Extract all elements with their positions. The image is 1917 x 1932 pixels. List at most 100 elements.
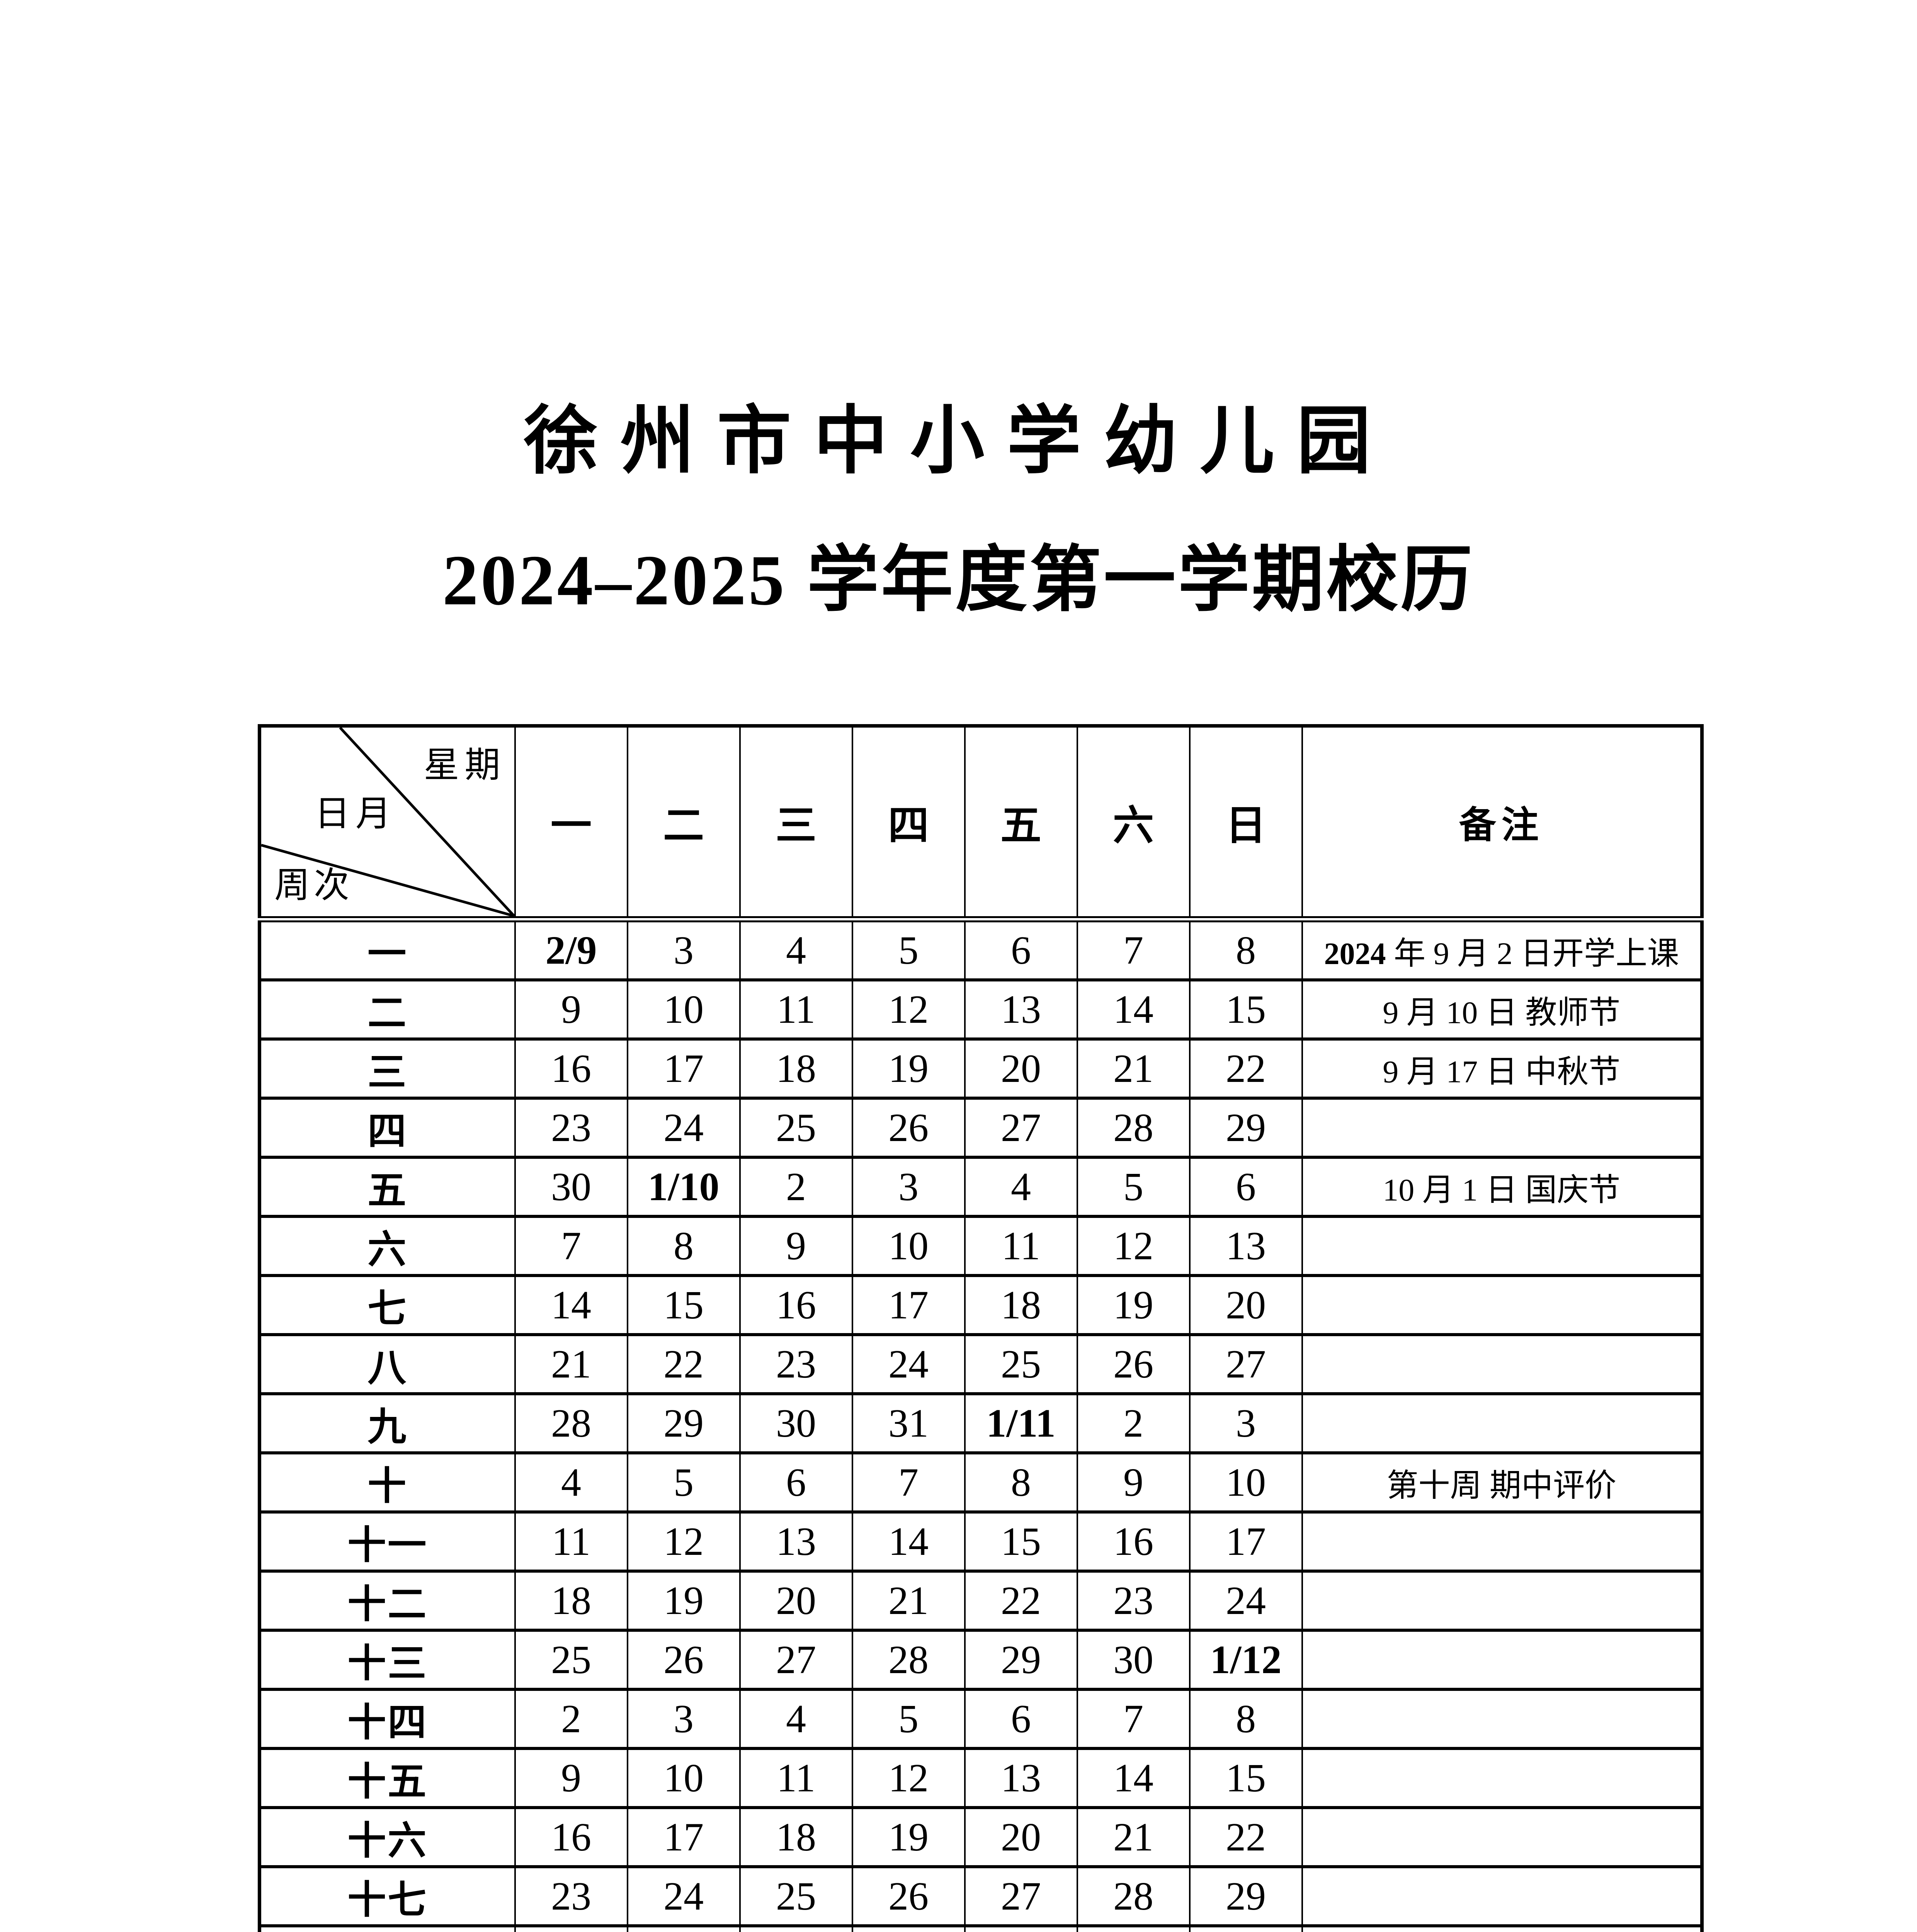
day-header-wed: 三	[739, 724, 853, 922]
corner-header-cell: 星期 日月 周次	[259, 724, 516, 922]
day-cell: 26	[851, 1865, 966, 1927]
note-cell: 10 月 1 日 国庆节	[1301, 1155, 1703, 1218]
day-cell: 1/12	[1189, 1628, 1303, 1691]
diagonal-lines-icon	[261, 729, 513, 913]
day-cell: 19	[851, 1806, 966, 1868]
day-cell: 21	[514, 1333, 628, 1395]
calendar-table: 星期 日月 周次 一 二 三 四 五 六 日 备注 一 2/9 3 4 5 6 7 8 2024…	[258, 724, 1704, 1932]
day-cell: 10	[851, 1214, 966, 1277]
day-cell: 22	[1189, 1806, 1303, 1868]
day-header-sat: 六	[1076, 724, 1191, 922]
note-cell	[1301, 1274, 1703, 1336]
day-cell: 15	[1189, 1747, 1303, 1809]
week-label: 十一	[259, 1510, 516, 1573]
week-label: 十三	[259, 1628, 516, 1691]
table-row: 十四 2 3 4 5 6 7 8	[259, 1687, 1703, 1750]
day-cell: 8	[1189, 917, 1303, 981]
day-cell: 10	[1189, 1451, 1303, 1514]
day-cell: 12	[851, 1747, 966, 1809]
day-cell: 25	[739, 1096, 853, 1159]
day-cell: 16	[514, 1037, 628, 1100]
table-row: 十二 18 19 20 21 22 23 24	[259, 1569, 1703, 1632]
day-cell: 27	[1189, 1333, 1303, 1395]
day-cell: 7	[1076, 1687, 1191, 1750]
day-cell: 8	[964, 1451, 1078, 1514]
day-cell: 28	[851, 1628, 966, 1691]
table-row: 十三 25 26 27 28 29 30 1/12	[259, 1628, 1703, 1691]
header-row: 星期 日月 周次 一 二 三 四 五 六 日 备注	[259, 724, 1703, 922]
day-cell: 5	[1076, 1155, 1191, 1218]
day-cell: 12	[851, 978, 966, 1041]
day-cell: 2	[739, 1155, 853, 1218]
day-cell: 31	[626, 1924, 741, 1932]
day-cell: 6	[964, 1687, 1078, 1750]
day-cell: 3	[626, 917, 741, 981]
table-row: 十一 11 12 13 14 15 16 17	[259, 1510, 1703, 1573]
day-cell: 26	[626, 1628, 741, 1691]
day-cell: 23	[1076, 1569, 1191, 1632]
day-header-mon: 一	[514, 724, 628, 922]
table-row: 九 28 29 30 31 1/11 2 3	[259, 1392, 1703, 1454]
note-header: 备注	[1301, 724, 1703, 922]
week-label: 七	[259, 1274, 516, 1336]
day-cell: 2	[851, 1924, 966, 1932]
day-cell: 24	[1189, 1569, 1303, 1632]
day-cell: 18	[739, 1037, 853, 1100]
day-cell: 17	[626, 1037, 741, 1100]
week-label: 三	[259, 1037, 516, 1100]
day-cell: 2	[514, 1687, 628, 1750]
table-row: 三 16 17 18 19 20 21 22 9 月 17 日 中秋节	[259, 1037, 1703, 1100]
day-cell: 24	[626, 1865, 741, 1927]
day-cell: 3	[626, 1687, 741, 1750]
day-cell: 26	[851, 1096, 966, 1159]
day-cell: 27	[739, 1628, 853, 1691]
day-cell: 24	[851, 1333, 966, 1395]
week-label: 十八	[259, 1924, 516, 1932]
day-cell: 21	[851, 1569, 966, 1632]
day-cell: 17	[851, 1274, 966, 1336]
week-label: 十二	[259, 1569, 516, 1632]
day-cell: 1/11	[964, 1392, 1078, 1454]
day-cell: 16	[739, 1274, 853, 1336]
note-cell	[1301, 1510, 1703, 1573]
day-cell: 23	[514, 1096, 628, 1159]
day-cell: 9	[514, 1747, 628, 1809]
day-cell: 27	[964, 1096, 1078, 1159]
page-title: 徐州市中小学幼儿园	[524, 400, 1393, 483]
day-cell: 10	[626, 1747, 741, 1809]
table-row: 十七 23 24 25 26 27 28 29	[259, 1865, 1703, 1927]
day-cell: 28	[1076, 1096, 1191, 1159]
day-cell: 14	[1076, 978, 1191, 1041]
table-row: 十 4 5 6 7 8 9 10 第十周 期中评价	[259, 1451, 1703, 1514]
day-cell: 14	[514, 1274, 628, 1336]
week-label: 十五	[259, 1747, 516, 1809]
table-row: 十六 16 17 18 19 20 21 22	[259, 1806, 1703, 1868]
day-cell: 16	[1076, 1510, 1191, 1573]
day-cell: 14	[851, 1510, 966, 1573]
week-label: 二	[259, 978, 516, 1041]
day-cell: 7	[851, 1451, 966, 1514]
day-cell: 31	[851, 1392, 966, 1454]
day-cell: 22	[964, 1569, 1078, 1632]
week-label: 十	[259, 1451, 516, 1514]
day-cell: 6	[1189, 1155, 1303, 1218]
day-cell: 9	[739, 1214, 853, 1277]
day-cell: 8	[1189, 1687, 1303, 1750]
day-cell: 17	[626, 1806, 741, 1868]
day-cell: 1/10	[626, 1155, 741, 1218]
day-cell: 20	[964, 1037, 1078, 1100]
day-cell: 4	[739, 917, 853, 981]
note-cell: 第十周 期中评价	[1301, 1451, 1703, 1514]
week-label: 十四	[259, 1687, 516, 1750]
note-cell	[1301, 1865, 1703, 1927]
day-cell: 7	[1076, 917, 1191, 981]
table-row: 十五 9 10 11 12 13 14 15	[259, 1747, 1703, 1809]
day-cell: 21	[1076, 1806, 1191, 1868]
note-cell	[1301, 1687, 1703, 1750]
day-cell: 20	[739, 1569, 853, 1632]
day-cell: 6	[964, 917, 1078, 981]
day-cell: 13	[964, 978, 1078, 1041]
week-label: 五	[259, 1155, 516, 1218]
day-cell: 28	[514, 1392, 628, 1454]
week-label: 九	[259, 1392, 516, 1454]
